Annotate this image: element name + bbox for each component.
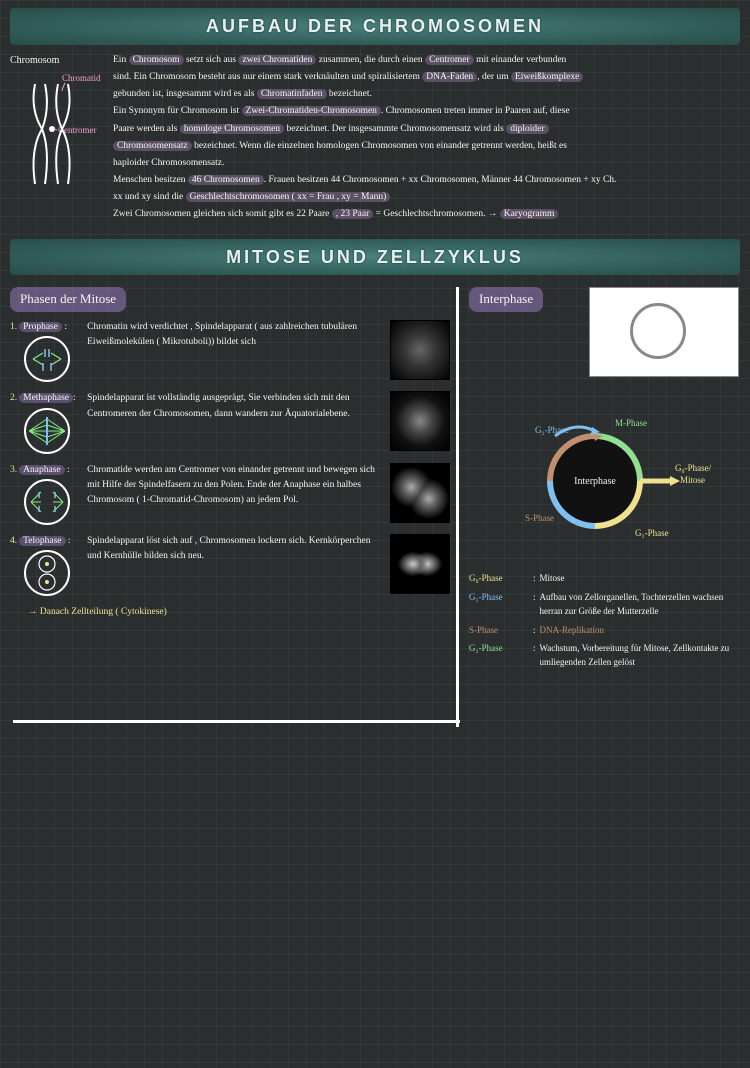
micrograph-anaphase (390, 463, 450, 523)
phase-prophase: 1. Prophase : Chromatin wird verdichtet … (10, 320, 450, 383)
pl-desc: Wachstum, Vorbereitung für Mitose, Zellk… (540, 641, 740, 670)
micrograph-telophase (390, 534, 450, 594)
t: Menschen besitzen (113, 175, 188, 185)
t: bezeichnet. Der insgesammte Chromosomens… (284, 124, 506, 134)
telophase-diagram (23, 549, 71, 597)
phase-desc: Chromatin wird verdichtet , Spindelappar… (87, 320, 380, 350)
banner-aufbau: AUFBAU DER CHROMOSOMEN (10, 8, 740, 45)
pl-name: G₁-Phase (469, 590, 529, 619)
pl-desc: Mitose (540, 571, 565, 585)
t: . Chromosomen treten immer in Paaren auf… (381, 106, 570, 116)
hl-eiweisskomplexe: Eiweißkomplexe (511, 72, 583, 82)
phase-num: 2. (10, 391, 17, 406)
cycle-reference-image (589, 287, 739, 377)
label-centromer: Centromer (58, 125, 97, 135)
list-item: S-Phase : DNA-Replikation (469, 623, 740, 637)
t: bezeichnet. (327, 89, 372, 99)
right-column-interphase: Interphase Interphase M-Phase G₂-Phase G… (456, 287, 740, 727)
svg-text:Interphase: Interphase (574, 476, 616, 487)
t: Ein (113, 55, 129, 65)
t: = Geschlechtschromosomen. → (373, 209, 499, 219)
t: xx und xy sind die (113, 192, 186, 202)
phase-name: Methaphase (19, 393, 73, 403)
banner-mitose: MITOSE UND ZELLZYKLUS (10, 239, 740, 276)
hl-chromatinfaden: Chromatinfaden (257, 89, 327, 99)
list-item: G₂-Phase : Wachstum, Vorbereitung für Mi… (469, 641, 740, 670)
hl-zwei-chromatiden: zwei Chromatiden (238, 55, 316, 65)
left-column-mitose: Phasen der Mitose 1. Prophase : (10, 287, 450, 727)
pl-name: G₀-Phase (469, 571, 529, 585)
phase-num: 4. (10, 534, 17, 549)
chromosome-diagram: Chromosom Chromatid Centromer (10, 53, 105, 225)
interphase-cycle-diagram: Interphase M-Phase G₂-Phase G₀-Phase/ Mi… (495, 391, 715, 561)
svg-text:G₀-Phase/: G₀-Phase/ (675, 463, 712, 473)
pl-desc: Aufbau von Zellorganellen, Tochterzellen… (540, 590, 740, 619)
phase-desc: Spindelapparat löst sich auf , Chromosom… (87, 534, 380, 564)
pl-desc: DNA-Replikation (540, 623, 605, 637)
section-chromosome-structure: Chromosom Chromatid Centromer Ein Chromo… (0, 49, 750, 231)
hl-homologe: homologe Chromosomen (180, 124, 284, 134)
t: gebunden ist, insgesammt wird es als (113, 89, 257, 99)
phase-metaphase: 2. Methaphase: Spindelapparat ist vollst… (10, 391, 450, 454)
anaphase-diagram (23, 478, 71, 526)
phase-desc: Chromatide werden am Centromer von einan… (87, 463, 380, 509)
subhead-interphase: Interphase (469, 287, 543, 312)
phase-name: Anaphase (19, 465, 64, 475)
label-chromatid: Chromatid (62, 73, 101, 83)
svg-text:G₁-Phase: G₁-Phase (635, 528, 669, 538)
t: Paare werden als (113, 124, 180, 134)
t: haploider Chromosomensatz. (113, 156, 740, 171)
hl-karyogramm: Karyogramm (500, 209, 559, 219)
phase-telophase: 4. Telophase : Spindelapparat löst sich … (10, 534, 450, 597)
intro-text: Ein Chromosom setzt sich aus zwei Chroma… (113, 53, 740, 225)
svg-text:S-Phase: S-Phase (525, 513, 554, 523)
pl-name: G₂-Phase (469, 641, 529, 670)
t: sind. Ein Chromosom besteht aus nur eine… (113, 72, 422, 82)
t: setzt sich aus (184, 55, 239, 65)
phase-num: 1. (10, 320, 17, 335)
micrograph-prophase (390, 320, 450, 380)
svg-text:Mitose: Mitose (680, 475, 705, 485)
hl-centromer: Centromer (425, 55, 474, 65)
t: , der um (477, 72, 511, 82)
prophase-diagram (23, 335, 71, 383)
subhead-phasen-mitose: Phasen der Mitose (10, 287, 126, 312)
phase-name: Prophase (19, 322, 62, 332)
hl-zwei-chromatiden-chromosomen: Zwei-Chromatiden-Chromosomen (242, 106, 381, 116)
t: . Frauen besitzen 44 Chromosomen + xx Ch… (264, 175, 617, 185)
hl-diploider: diploider (506, 124, 548, 134)
after-cytokinese: → Danach Zellteilung ( Cytokinese) (28, 605, 450, 620)
hl-geschlechtschromosomen: Geschlechtschromosomen ( xx = Frau , xy … (186, 192, 391, 202)
list-item: G₁-Phase : Aufbau von Zellorganellen, To… (469, 590, 740, 619)
hl-46: 46 Chromosomen (188, 175, 264, 185)
interphase-phase-list: G₀-Phase : Mitose G₁-Phase : Aufbau von … (469, 571, 740, 669)
hl-dna-faden: DNA-Faden (422, 72, 477, 82)
t: mit einander verbunden (474, 55, 567, 65)
t: Zwei Chromosomen gleichen sich somit gib… (113, 209, 332, 219)
t: zusammen, die durch einen (316, 55, 425, 65)
t: bezeichnet. Wenn die einzelnen homologen… (192, 141, 567, 151)
micrograph-metaphase (390, 391, 450, 451)
chromosome-title: Chromosom (10, 53, 105, 69)
metaphase-diagram (23, 407, 71, 455)
list-item: G₀-Phase : Mitose (469, 571, 740, 585)
pl-name: S-Phase (469, 623, 529, 637)
section-mitose-zellzyklus: Phasen der Mitose 1. Prophase : (0, 279, 750, 727)
hl-chromosomensatz: Chromosomensatz (113, 141, 192, 151)
phase-name: Telophase (19, 536, 65, 546)
phase-anaphase: 3. Anaphase : Chromatide werden am Centr… (10, 463, 450, 526)
phase-num: 3. (10, 463, 17, 478)
t: Ein Synonym für Chromosom ist (113, 106, 242, 116)
svg-text:M-Phase: M-Phase (615, 418, 647, 428)
hl-chromosom: Chromosom (129, 55, 184, 65)
phase-desc: Spindelapparat ist vollständig ausgepräg… (87, 391, 380, 421)
hl-23paar: , 23 Paar (332, 209, 374, 219)
